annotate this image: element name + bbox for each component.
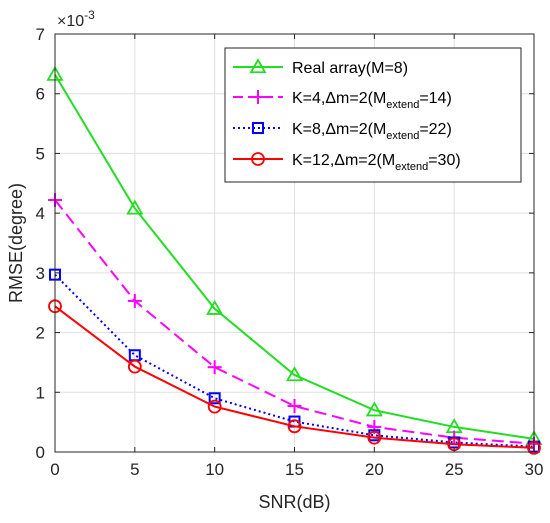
y-multiplier-exponent: -3 <box>84 8 95 22</box>
x-tick-label: 25 <box>445 460 464 479</box>
legend: Real array(M=8)K=4,Δm=2(Mextend=14)K=8,Δ… <box>224 47 522 183</box>
data-point-marker <box>252 122 264 134</box>
legend-label-main: K=12,Δm=2(M <box>292 152 395 169</box>
legend-entry-2: K=4,Δm=2(Mextend=14) <box>233 90 452 111</box>
data-point-marker <box>126 199 144 215</box>
data-point-marker <box>367 430 382 445</box>
x-tick-label: 0 <box>50 460 59 479</box>
data-point-marker <box>287 419 302 434</box>
data-point-marker <box>208 392 221 405</box>
legend-label: K=8,Δm=2(Mextend=22) <box>292 121 452 142</box>
legend-entry-1: Real array(M=8) <box>233 58 408 77</box>
series-line <box>54 305 535 449</box>
y-tick-label: 3 <box>36 264 45 283</box>
y-tick-label: 2 <box>36 324 45 343</box>
data-point-marker <box>206 299 224 315</box>
legend-label-main: K=4,Δm=2(M <box>292 90 386 107</box>
data-point-marker <box>251 90 265 104</box>
legend-label-tail: =30) <box>428 152 460 169</box>
y-multiplier-base: ×10 <box>57 13 84 30</box>
legend-label-subscript: extend <box>386 130 419 142</box>
legend-label-main: Real array(M=8) <box>292 60 408 77</box>
y-tick-label: 1 <box>36 383 45 402</box>
y-tick-label: 5 <box>36 144 45 163</box>
x-tick-label: 5 <box>130 460 139 479</box>
data-point-marker <box>207 360 222 375</box>
x-axis-title: SNR(dB) <box>258 492 330 512</box>
x-tick-label: 20 <box>365 460 384 479</box>
x-tick-label: 10 <box>205 460 224 479</box>
axis-ticks: 0 5 10 15 20 25 30 0 1 2 3 4 5 6 7 <box>36 25 544 479</box>
y-tick-label: 0 <box>36 443 45 462</box>
y-tick-label: 4 <box>36 204 45 223</box>
y-tick-label: 7 <box>36 25 45 44</box>
y-multiplier-label: ×10-3 <box>57 8 95 30</box>
data-point-marker <box>127 293 142 308</box>
legend-entry-4: K=12,Δm=2(Mextend=30) <box>233 152 461 173</box>
legend-label-subscript: extend <box>386 99 419 111</box>
legend-label-tail: =22) <box>419 121 451 138</box>
x-tick-label: 30 <box>525 460 544 479</box>
legend-label: K=4,Δm=2(Mextend=14) <box>292 90 452 111</box>
y-axis-title: RMSE(degree) <box>6 183 26 303</box>
data-point-marker <box>127 359 142 374</box>
legend-items: Real array(M=8)K=4,Δm=2(Mextend=14)K=8,Δ… <box>233 58 461 173</box>
data-point-marker <box>249 58 267 74</box>
data-point-marker <box>365 401 383 417</box>
legend-label: Real array(M=8) <box>292 60 408 77</box>
data-point-marker <box>207 399 222 414</box>
legend-label: K=12,Δm=2(Mextend=30) <box>292 152 461 173</box>
x-tick-label: 15 <box>285 460 304 479</box>
data-point-marker <box>285 366 304 382</box>
series-line <box>54 74 535 440</box>
legend-entry-3: K=8,Δm=2(Mextend=22) <box>233 121 452 142</box>
legend-label-subscript: extend <box>395 161 428 173</box>
y-tick-label: 6 <box>36 85 45 104</box>
data-point-marker <box>251 152 265 166</box>
legend-label-main: K=8,Δm=2(M <box>292 121 386 138</box>
legend-label-tail: =14) <box>419 90 451 107</box>
data-point-marker <box>287 399 302 414</box>
